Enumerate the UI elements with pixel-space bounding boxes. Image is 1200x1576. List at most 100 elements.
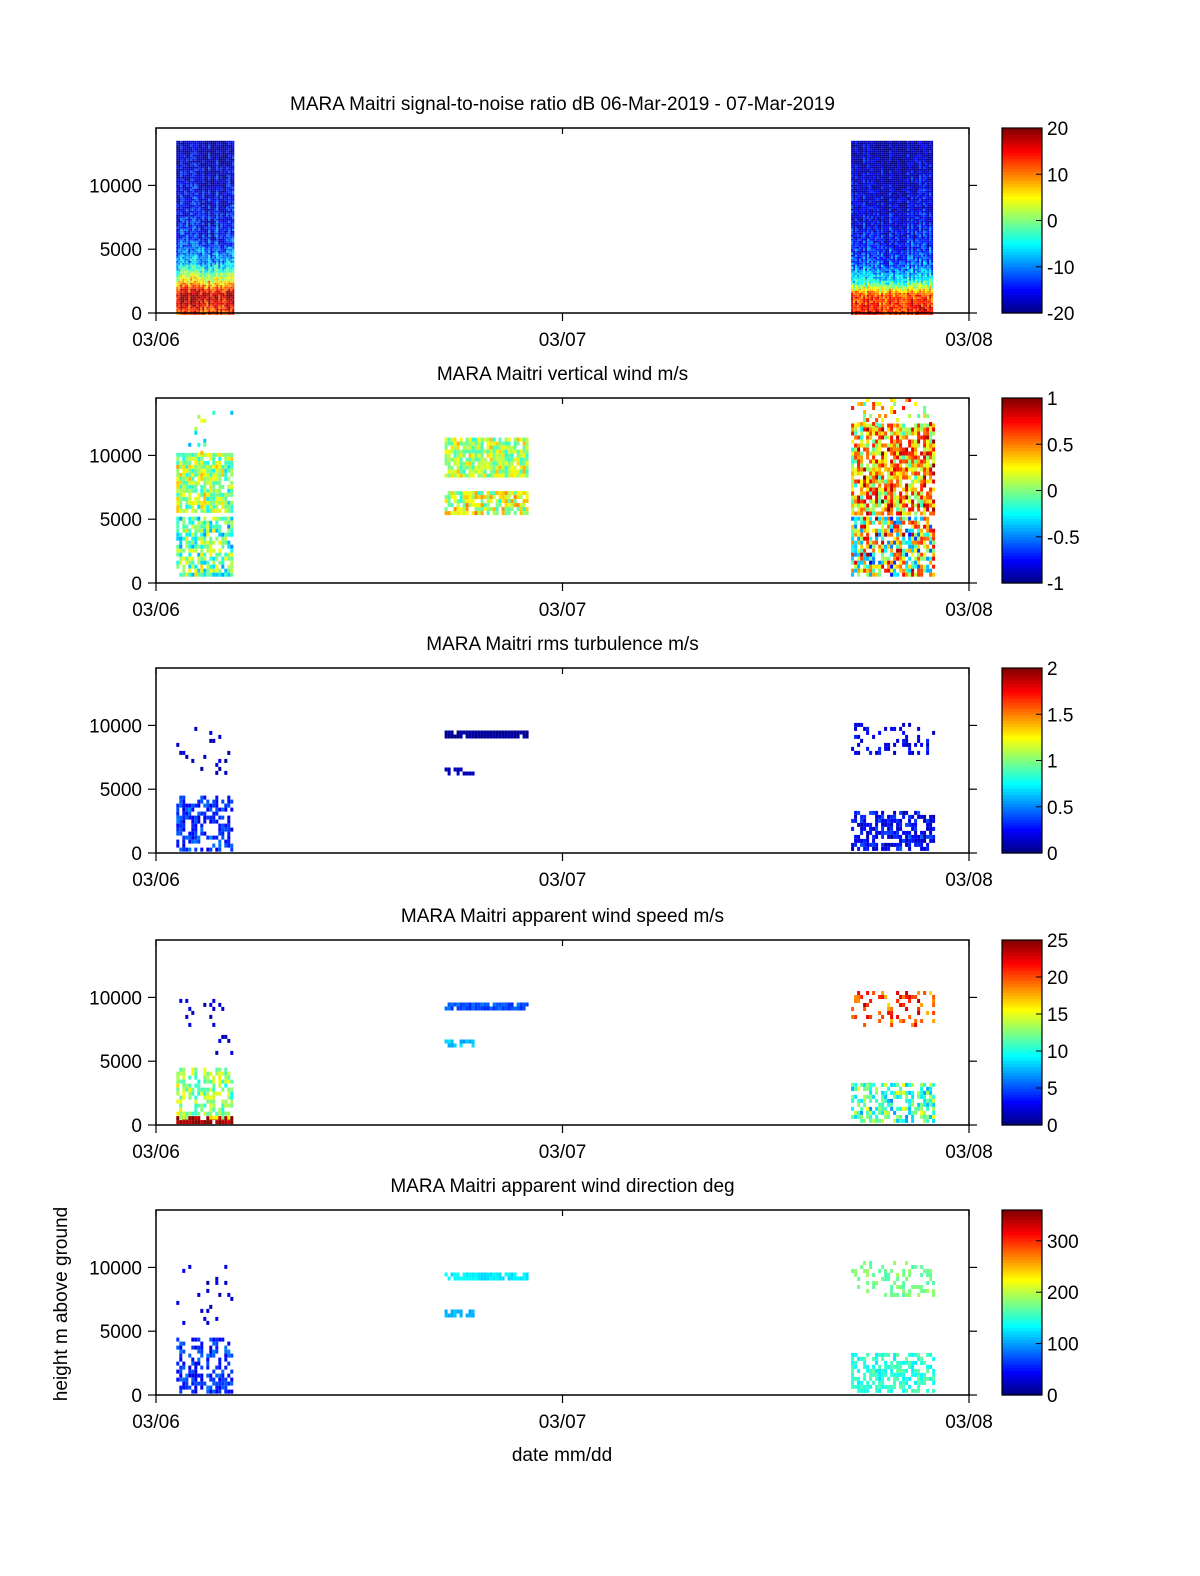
data-cell xyxy=(877,200,880,203)
data-cell xyxy=(861,222,864,225)
data-cell xyxy=(879,240,882,243)
data-cell xyxy=(879,266,882,269)
data-cell xyxy=(893,306,896,309)
data-cell xyxy=(867,214,870,217)
data-cell xyxy=(226,250,229,253)
data-cell xyxy=(202,306,205,309)
data-cell xyxy=(228,294,231,297)
data-cell xyxy=(226,156,229,159)
data-cell xyxy=(887,170,890,173)
data-cell xyxy=(192,304,195,307)
data-cell xyxy=(186,142,189,145)
data-cell xyxy=(184,244,187,247)
data-cell xyxy=(226,238,229,241)
data-cell xyxy=(222,168,225,171)
data-cell xyxy=(891,182,894,185)
data-cell xyxy=(887,212,890,215)
data-cell xyxy=(857,164,860,167)
data-cell xyxy=(881,262,884,265)
data-cell xyxy=(184,166,187,169)
data-cell xyxy=(180,208,183,211)
data-cell xyxy=(180,162,183,165)
data-cell xyxy=(893,148,896,151)
data-cell xyxy=(879,294,882,297)
data-cell xyxy=(859,234,862,237)
data-cell xyxy=(196,292,199,295)
data-cell xyxy=(222,282,225,285)
data-cell xyxy=(869,152,872,155)
data-cell xyxy=(220,164,223,167)
data-cell xyxy=(192,228,195,231)
data-cell xyxy=(176,254,179,257)
data-cell xyxy=(881,296,884,299)
data-cell xyxy=(210,214,213,217)
data-cell xyxy=(861,226,864,229)
data-cell xyxy=(893,252,896,255)
data-cell xyxy=(208,168,211,171)
data-cell xyxy=(190,152,193,155)
data-cell xyxy=(899,194,902,197)
data-cell xyxy=(855,256,858,259)
data-cell xyxy=(224,292,227,295)
data-cell xyxy=(891,186,894,189)
data-cell xyxy=(905,292,908,295)
data-cell xyxy=(887,150,890,153)
data-cell xyxy=(855,284,858,287)
data-cell xyxy=(180,190,183,193)
data-cell xyxy=(190,216,193,219)
data-cell xyxy=(178,308,181,311)
data-cell xyxy=(855,208,858,211)
data-cell xyxy=(889,262,892,265)
data-cell xyxy=(857,230,860,233)
data-cell xyxy=(186,270,189,273)
data-cell xyxy=(851,310,854,313)
data-cell xyxy=(198,202,201,205)
data-cell xyxy=(218,300,221,303)
data-cell xyxy=(190,182,193,185)
data-cell xyxy=(871,198,874,201)
data-cell xyxy=(897,204,900,207)
data-cell xyxy=(190,188,193,191)
data-cell xyxy=(202,278,205,281)
data-cell xyxy=(222,222,225,225)
data-cell xyxy=(180,228,183,231)
data-cell xyxy=(851,298,854,301)
data-cell xyxy=(186,162,189,165)
data-cell xyxy=(216,178,219,181)
data-cell xyxy=(867,240,870,243)
data-cell xyxy=(873,170,876,173)
data-cell xyxy=(851,246,854,249)
data-cell xyxy=(204,160,207,163)
data-cell xyxy=(873,146,876,149)
data-cell xyxy=(863,148,866,151)
data-cell xyxy=(867,220,870,223)
data-cell xyxy=(178,148,181,151)
data-cell xyxy=(190,218,193,221)
data-cell xyxy=(853,204,856,207)
data-cell xyxy=(891,294,894,297)
data-cell xyxy=(206,194,209,197)
data-cell xyxy=(216,210,219,213)
data-cell xyxy=(899,254,902,257)
data-cell xyxy=(230,304,233,307)
data-cell xyxy=(212,164,215,167)
data-cell xyxy=(188,162,191,165)
data-cell xyxy=(885,172,888,175)
data-cell xyxy=(871,262,874,265)
data-cell xyxy=(853,200,856,203)
data-cell xyxy=(903,190,906,193)
data-cell xyxy=(869,246,872,249)
data-cell xyxy=(869,214,872,217)
data-cell xyxy=(196,194,199,197)
data-cell xyxy=(228,216,231,219)
data-cell xyxy=(218,216,221,219)
data-cell xyxy=(883,262,886,265)
data-cell xyxy=(867,302,870,305)
data-cell xyxy=(903,288,906,291)
data-cell xyxy=(210,204,213,207)
data-cell xyxy=(200,238,203,241)
data-cell xyxy=(204,142,207,145)
data-cell xyxy=(194,164,197,167)
data-cell xyxy=(204,230,207,233)
data-cell xyxy=(204,164,207,167)
